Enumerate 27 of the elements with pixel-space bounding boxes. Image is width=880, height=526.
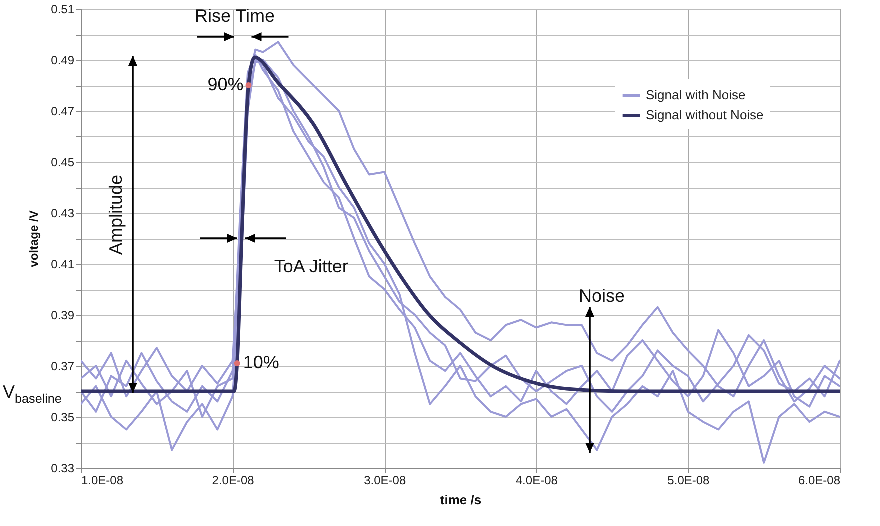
annotation: 10% — [243, 352, 280, 372]
y-tick-label: 0.37 — [51, 360, 75, 374]
annotation: Amplitude — [106, 174, 126, 256]
y-tick-label: 0.41 — [51, 258, 75, 272]
text: V$_{baseline}$ — [3, 382, 62, 406]
y-tick-label: 0.39 — [51, 308, 75, 322]
y-tick-label: 0.33 — [51, 462, 75, 476]
y-tick-label: 0.45 — [51, 156, 75, 170]
x-tick-label: 3.0E-08 — [364, 474, 406, 488]
y-axis-title: voltage /V — [27, 210, 42, 268]
annotation: Rise Time — [194, 6, 276, 26]
x-axis-title: time /s — [440, 492, 482, 508]
x-tick-label: 5.0E-08 — [668, 474, 710, 488]
y-tick-label: 0.51 — [51, 2, 75, 16]
legend-label: Signal with Noise — [646, 88, 746, 102]
annotation: 90% — [208, 74, 244, 94]
y-tick-label: 0.43 — [51, 206, 75, 220]
x-tick-label: 1.0E-08 — [82, 474, 124, 488]
x-tick-label: 4.0E-08 — [516, 474, 558, 488]
y-tick-label: 0.49 — [51, 54, 75, 68]
annotation: ToA Jitter — [274, 256, 348, 276]
x-tick-label: 2.0E-08 — [212, 474, 255, 488]
annotation: Noise — [578, 286, 626, 306]
y-tick-label: 0.35 — [51, 410, 75, 424]
x-tick-label: 6.0E-08 — [798, 474, 841, 488]
y-tick-label: 0.47 — [51, 104, 75, 118]
legend-label: Signal without Noise — [646, 108, 764, 122]
